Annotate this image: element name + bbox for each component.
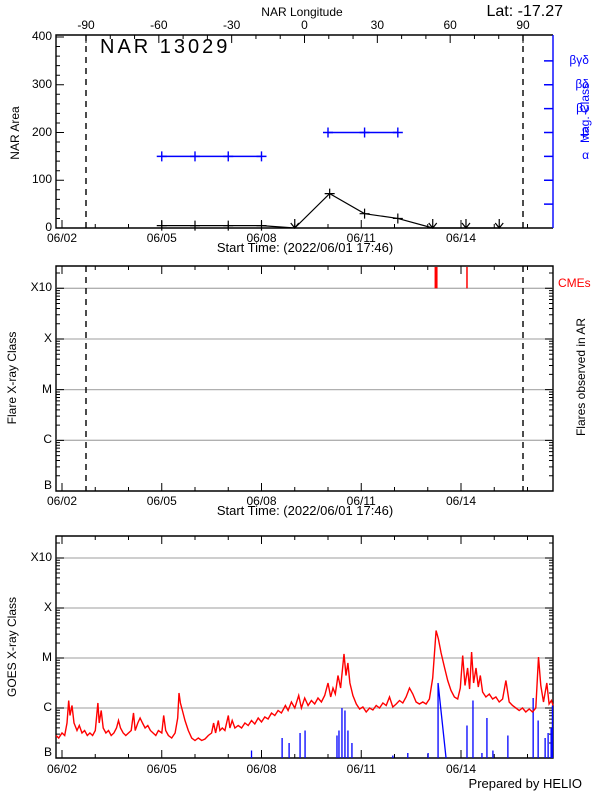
area-axis-ticks [56,36,64,229]
date-tick-label: 06/02 [46,762,78,776]
start-time-label-middle: Start Time: (2022/06/01 17:46) [216,503,394,518]
flare-spikes [250,682,554,759]
mag-class-axis-ticks [544,60,553,205]
date-tick-label: 06/11 [346,494,376,508]
y-class-tick-label: C [43,432,52,447]
mag-class-markers [323,127,403,138]
nar-area-line [161,192,500,229]
mag-class-tick-label: βδ [575,76,589,91]
longitude-tick-label: 0 [301,18,308,32]
longitude-tick-label: -60 [150,18,168,32]
y-class-tick-label: X10 [30,550,52,564]
y-class-tick-label: X [43,330,52,345]
date-axis-ticks [61,266,528,491]
longitude-tick-label: -30 [222,18,241,32]
y-class-tick-label: X10 [30,280,52,295]
date-tick-label: 06/11 [346,762,376,776]
y-class-tick-label: X [43,600,52,614]
log-minor-ticks [56,542,553,744]
flare-panel-frame [55,265,554,492]
flares-observed-label: Flares observed in AR [574,317,588,437]
area-tick-label: 0 [45,220,52,234]
date-tick-label: 06/02 [46,494,78,508]
area-tick-label: 100 [31,172,52,187]
start-time-label-top: Start Time: (2022/06/01 17:46) [216,240,394,255]
longitude-tick-label: 30 [370,18,384,32]
y-class-tick-label: M [42,381,52,396]
date-tick-label: 06/05 [146,494,177,508]
y-class-tick-label: B [43,478,52,492]
nar-area-markers [156,188,504,231]
y-class-tick-label: M [42,650,52,664]
date-tick-label: 06/05 [146,231,177,245]
mag-class-tick-label: α [582,148,589,163]
area-tick-label: 400 [31,29,52,43]
date-axis-ticks [61,536,528,758]
date-tick-label: 06/14 [445,494,477,508]
y-class-tick-label: C [43,700,52,714]
y-class-tick-label: B [43,745,52,759]
longitude-tick-label: -90 [77,18,95,32]
date-tick-label: 06/05 [146,762,177,776]
nar-panel-frame [55,34,553,229]
date-tick-label: 06/02 [46,231,78,245]
goes-flux-line [55,630,554,742]
longitude-axis-title: NAR Longitude [261,5,343,19]
area-tick-label: 300 [31,76,52,91]
lat-annotation: Lat: -17.27 [486,3,564,20]
date-tick-label: 06/11 [346,231,376,245]
mag-class-tick-label: βγδ [569,52,589,67]
date-tick-label: 06/08 [246,231,277,245]
area-tick-label: 200 [31,124,52,139]
longitude-tick-label: 60 [443,18,457,32]
longitude-tick-label: 90 [516,18,530,32]
date-tick-label: 06/08 [246,762,277,776]
goes-panel-frame [55,535,554,759]
mag-class-tick-label: β [582,124,589,139]
date-tick-label: 06/08 [246,494,277,508]
date-tick-label: 06/14 [445,231,477,245]
date-tick-label: 06/14 [445,762,477,776]
log-minor-ticks [56,272,553,477]
region-title: NAR 13029 [100,36,231,58]
mag-class-markers [156,151,267,162]
prepared-by-credit: Prepared by HELIO [468,776,582,791]
mag-class-tick-label: βγ [576,100,589,115]
cmes-label: CMEs [558,276,591,290]
